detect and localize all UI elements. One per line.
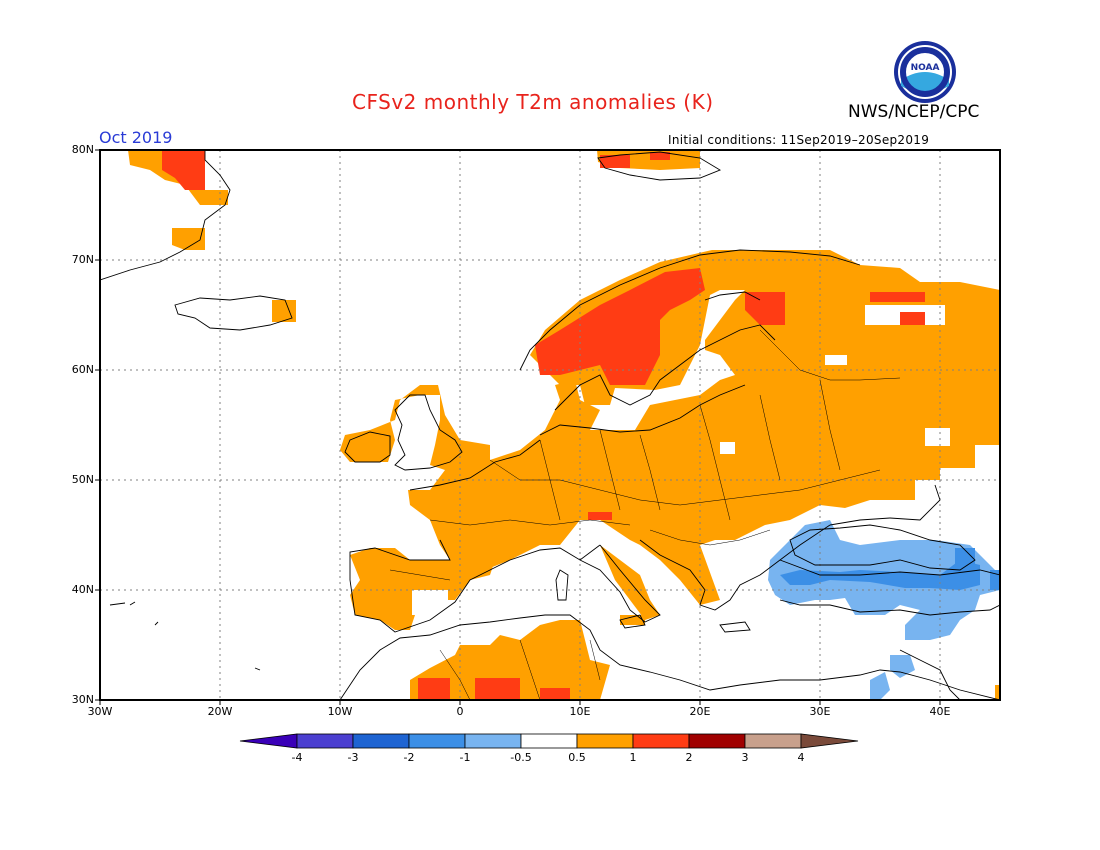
cool-anomaly-medium-blue xyxy=(780,548,1000,590)
colorbar-label: -0.5 xyxy=(510,751,532,764)
lat-label: 70N xyxy=(71,253,94,266)
forecast-month: Oct 2019 xyxy=(99,128,173,147)
colorbar-left-arrow xyxy=(239,733,298,749)
agency-label: NWS/NCEP/CPC xyxy=(848,102,980,122)
lon-label: 10W xyxy=(327,705,353,718)
colorbar-right-arrow xyxy=(800,733,859,749)
colorbar-bin xyxy=(632,733,690,749)
noaa-logo: NOAA xyxy=(894,41,956,103)
initial-conditions: Initial conditions: 11Sep2019–20Sep2019 xyxy=(668,133,930,147)
coastlines xyxy=(100,150,1000,700)
lon-label: 0 xyxy=(456,705,464,718)
country-borders xyxy=(389,329,901,700)
colorbar-label: -3 xyxy=(347,751,359,764)
lon-label: 30W xyxy=(87,705,113,718)
warm-anomaly-red xyxy=(162,150,925,700)
lon-label: 40E xyxy=(929,705,951,718)
lat-label: 80N xyxy=(71,143,94,156)
colorbar-label: 3 xyxy=(741,751,749,764)
colorbar-bin xyxy=(744,733,802,749)
axis-ticks xyxy=(95,149,941,705)
colorbar-segments xyxy=(239,733,859,749)
colorbar-bin xyxy=(408,733,466,749)
colorbar-bin xyxy=(688,733,746,749)
lon-label: 20E xyxy=(689,705,711,718)
lon-label: 30E xyxy=(809,705,831,718)
lon-label: 20W xyxy=(207,705,233,718)
colorbar-label: -4 xyxy=(291,751,303,764)
colorbar-bin xyxy=(296,733,354,749)
colorbar-label: 2 xyxy=(685,751,693,764)
colorbar-label: 4 xyxy=(797,751,805,764)
lat-label: 60N xyxy=(71,363,94,376)
svg-text:NOAA: NOAA xyxy=(911,63,940,73)
map-frame xyxy=(99,149,1001,701)
colorbar-label: 0.5 xyxy=(568,751,586,764)
lat-label: 30N xyxy=(71,693,94,706)
colorbar-bin xyxy=(576,733,634,749)
colorbar-label: -1 xyxy=(459,751,471,764)
lat-label: 40N xyxy=(71,583,94,596)
colorbar-label: -2 xyxy=(403,751,415,764)
colorbar-label: 1 xyxy=(629,751,637,764)
colorbar-bin xyxy=(520,733,578,749)
chart-title: CFSv2 monthly T2m anomalies (K) xyxy=(352,90,714,114)
lon-label: 10E xyxy=(569,705,591,718)
colorbar-bin xyxy=(352,733,410,749)
colorbar-bin xyxy=(464,733,522,749)
lat-label: 50N xyxy=(71,473,94,486)
